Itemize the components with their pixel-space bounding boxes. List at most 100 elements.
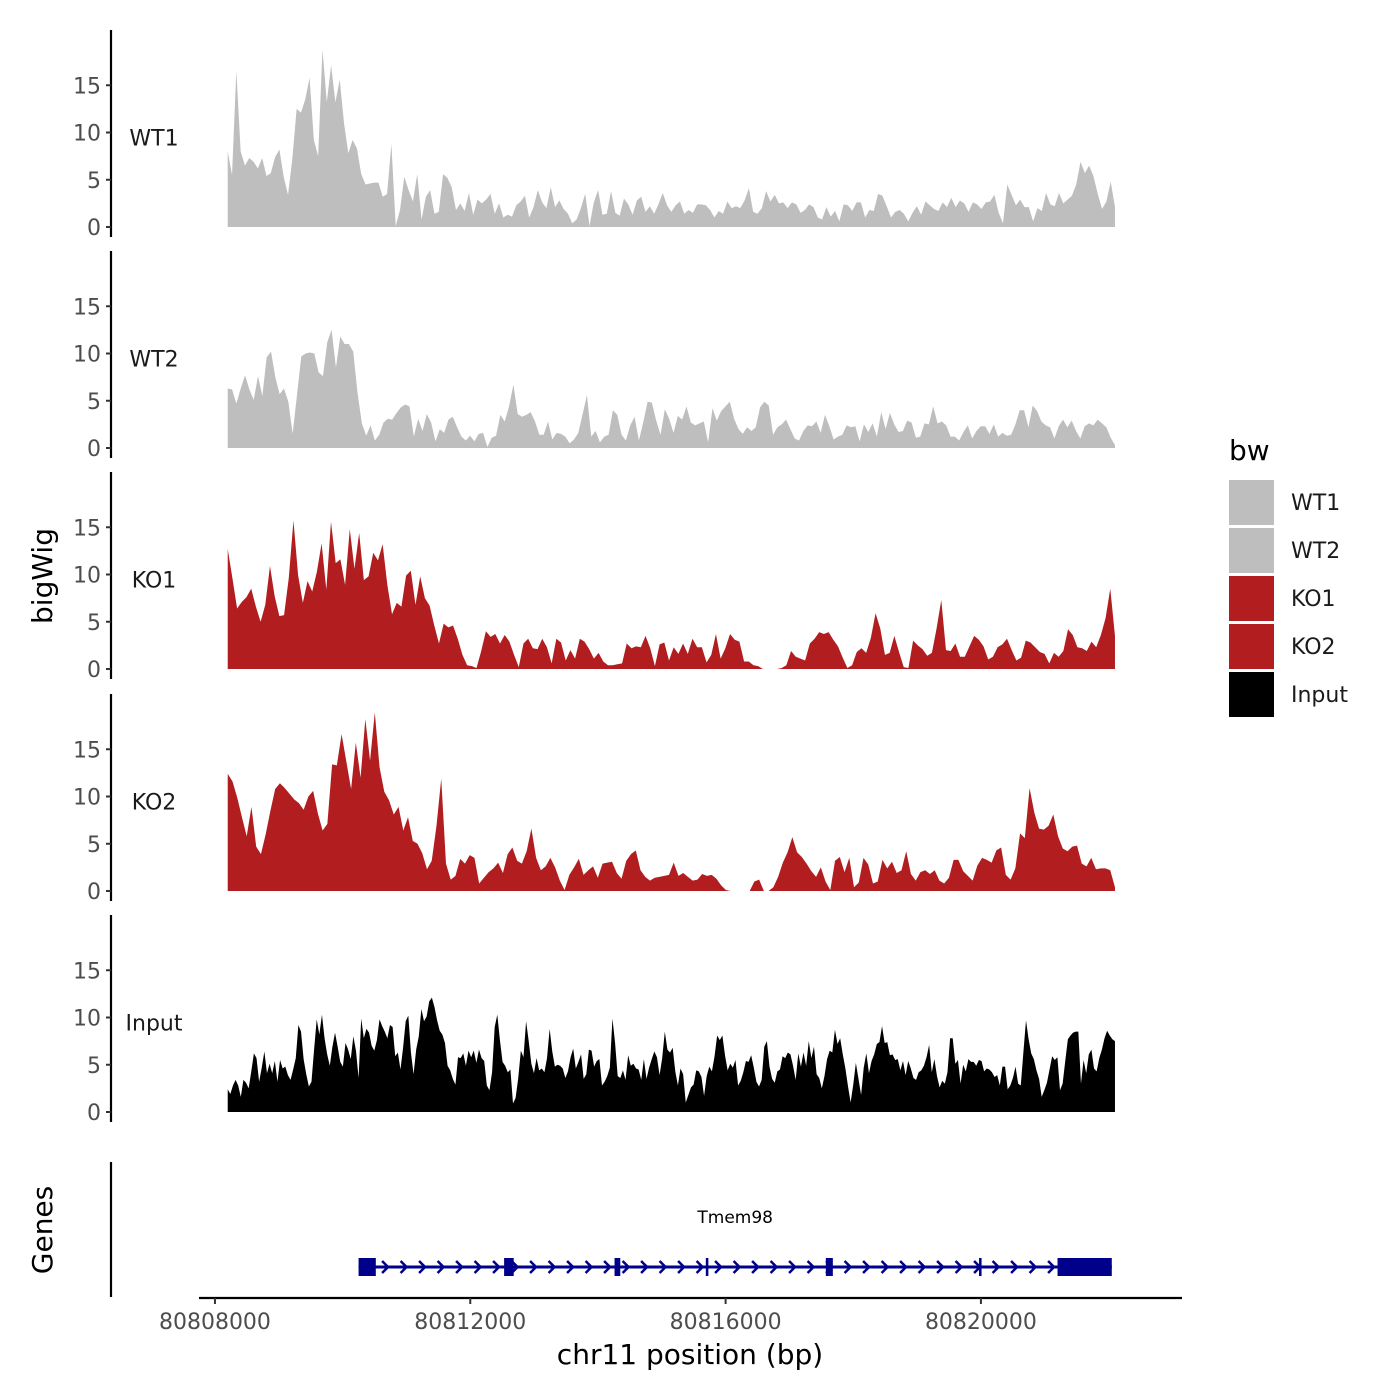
track-wt2-area [227, 329, 1115, 448]
gene-exon [358, 1258, 376, 1276]
y-tick-label: 0 [87, 1101, 101, 1126]
strand-arrow [714, 1260, 723, 1274]
strand-arrow [806, 1260, 816, 1274]
genes-track: Genes Tmem98 [26, 1162, 1112, 1297]
y-tick-label: 10 [73, 1007, 101, 1032]
strand-arrow [751, 1260, 760, 1274]
y-tick-label: 15 [73, 516, 101, 541]
strand-arrow [455, 1260, 464, 1274]
gene-models: Tmem98 [358, 1208, 1112, 1276]
y-tick-label: 15 [73, 74, 101, 99]
gene-exon [1057, 1258, 1112, 1276]
strand-arrow [1028, 1260, 1038, 1274]
strand-arrow [899, 1260, 908, 1274]
legend: bw WT1 WT2 KO1 KO2 Input [1229, 434, 1348, 717]
strand-arrow [436, 1260, 446, 1274]
y-tick-label: 5 [87, 833, 101, 858]
legend-label-input: Input [1291, 683, 1348, 708]
legend-label-wt1: WT1 [1291, 491, 1340, 516]
strand-arrow [640, 1260, 649, 1274]
legend-swatch-input [1229, 672, 1274, 717]
strand-arrow [1010, 1260, 1019, 1274]
y-tick-label: 15 [73, 959, 101, 984]
gene-exon [705, 1258, 709, 1276]
strand-arrow [695, 1260, 705, 1274]
y-tick-label: 15 [73, 738, 101, 763]
track-label: WT2 [129, 348, 178, 373]
legend-label-wt2: WT2 [1291, 539, 1340, 564]
x-axis-title: chr11 position (bp) [557, 1338, 823, 1371]
x-tick-label: 80816000 [670, 1310, 782, 1335]
strand-arrow [418, 1260, 427, 1274]
strand-arrow [1047, 1260, 1056, 1274]
strand-arrow [732, 1260, 742, 1274]
track-label: KO2 [132, 791, 177, 816]
genes-track-title: Genes [26, 1186, 59, 1274]
strand-arrow [917, 1260, 927, 1274]
track-wt1: 0 5 10 15 WT1 [73, 30, 1115, 241]
y-tick-label: 5 [87, 390, 101, 415]
y-tick-label: 0 [87, 658, 101, 683]
track-ko1-area [227, 520, 1115, 669]
strand-arrow [473, 1260, 483, 1274]
track-input-area [227, 997, 1115, 1112]
strand-arrow [788, 1260, 797, 1274]
legend-swatch-ko1 [1229, 576, 1274, 621]
strand-arrow [492, 1260, 501, 1274]
legend-label-ko2: KO2 [1291, 635, 1336, 660]
strand-arrow [399, 1260, 409, 1274]
track-input: 0 5 10 15 Input [73, 915, 1115, 1126]
y-tick-label: 5 [87, 1054, 101, 1079]
y-tick-label: 10 [73, 786, 101, 811]
legend-items: WT1 WT2 KO1 KO2 Input [1229, 480, 1348, 717]
strand-arrow [381, 1260, 390, 1274]
legend-label-ko1: KO1 [1291, 587, 1336, 612]
y-tick-label: 10 [73, 343, 101, 368]
strand-arrow [566, 1260, 575, 1274]
track-wt2: 0 5 10 15 WT2 [73, 251, 1115, 462]
y-tick-label: 5 [87, 611, 101, 636]
strand-arrow [954, 1260, 964, 1274]
y-tick-label: 0 [87, 216, 101, 241]
x-axis: 80808000 80812000 80816000 80820000 chr11 p… [159, 1296, 1182, 1371]
signal-tracks: 0 5 10 15 WT1 0 5 10 15 WT2 0 5 10 15 KO1 0 5 10 15 KO2 0 5 10… [73, 30, 1115, 1126]
track-label: Input [126, 1012, 183, 1037]
strand-arrow [880, 1260, 890, 1274]
y-tick-label: 0 [87, 437, 101, 462]
strand-arrow [603, 1260, 612, 1274]
strand-arrow [991, 1260, 1001, 1274]
track-wt1-area [227, 49, 1115, 228]
strand-arrow [621, 1260, 631, 1274]
track-label: WT1 [129, 127, 178, 152]
gene-tmem98: Tmem98 [358, 1208, 1112, 1276]
gene-exon [979, 1258, 982, 1276]
track-ko2-area [227, 712, 1115, 891]
gene-exon [614, 1258, 621, 1276]
track-ko1: 0 5 10 15 KO1 [73, 472, 1115, 683]
y-tick-label: 10 [73, 564, 101, 589]
strand-arrow [843, 1260, 853, 1274]
legend-title: bw [1229, 434, 1270, 467]
strand-arrow [584, 1260, 594, 1274]
y-tick-label: 15 [73, 295, 101, 320]
strand-arrow [547, 1260, 557, 1274]
y-tick-label: 10 [73, 122, 101, 147]
y-tick-label: 5 [87, 169, 101, 194]
strand-arrow [862, 1260, 871, 1274]
x-tick-label: 80820000 [925, 1310, 1037, 1335]
y-tick-label: 0 [87, 880, 101, 905]
strand-arrow [677, 1260, 686, 1274]
x-tick-label: 80808000 [159, 1310, 271, 1335]
gene-exon [504, 1258, 514, 1276]
strand-arrow [529, 1260, 538, 1274]
legend-swatch-wt1 [1229, 480, 1274, 525]
gene-name-label: Tmem98 [696, 1208, 773, 1228]
track-ko2: 0 5 10 15 KO2 [73, 694, 1115, 905]
x-axis-ticks: 80808000 80812000 80816000 80820000 [159, 1298, 1037, 1335]
x-tick-label: 80812000 [414, 1310, 526, 1335]
y-axis-title: bigWig [26, 528, 59, 624]
gene-exon [825, 1258, 833, 1276]
track-label: KO1 [132, 569, 177, 594]
strand-arrow [769, 1260, 779, 1274]
